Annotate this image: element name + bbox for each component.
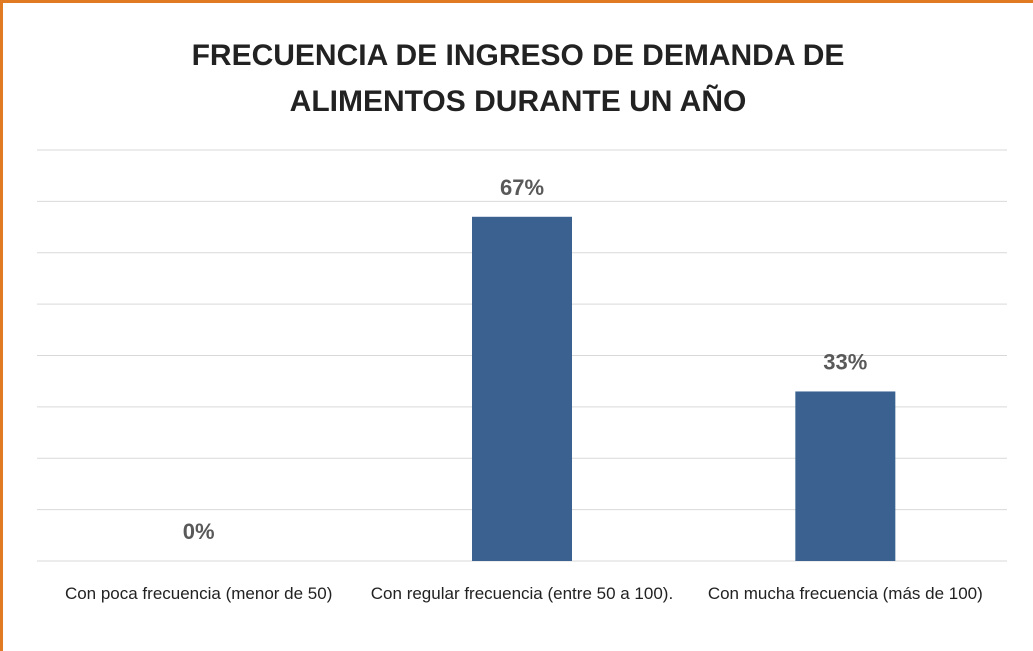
data-label: 0% [183,519,215,544]
data-label: 67% [500,175,544,200]
x-tick-label: Con mucha frecuencia (más de 100) [707,584,983,603]
data-label: 33% [823,349,867,374]
bar [472,216,572,561]
bar [795,391,896,561]
x-tick-label: Con poca frecuencia (menor de 50) [64,584,333,603]
plot: 0% 67% 33% [37,149,1007,562]
x-tick-label: Con regular frecuencia (entre 50 a 100). [370,584,674,603]
chart-title: FRECUENCIA DE INGRESO DE DEMANDA DE ALIM… [191,39,845,118]
